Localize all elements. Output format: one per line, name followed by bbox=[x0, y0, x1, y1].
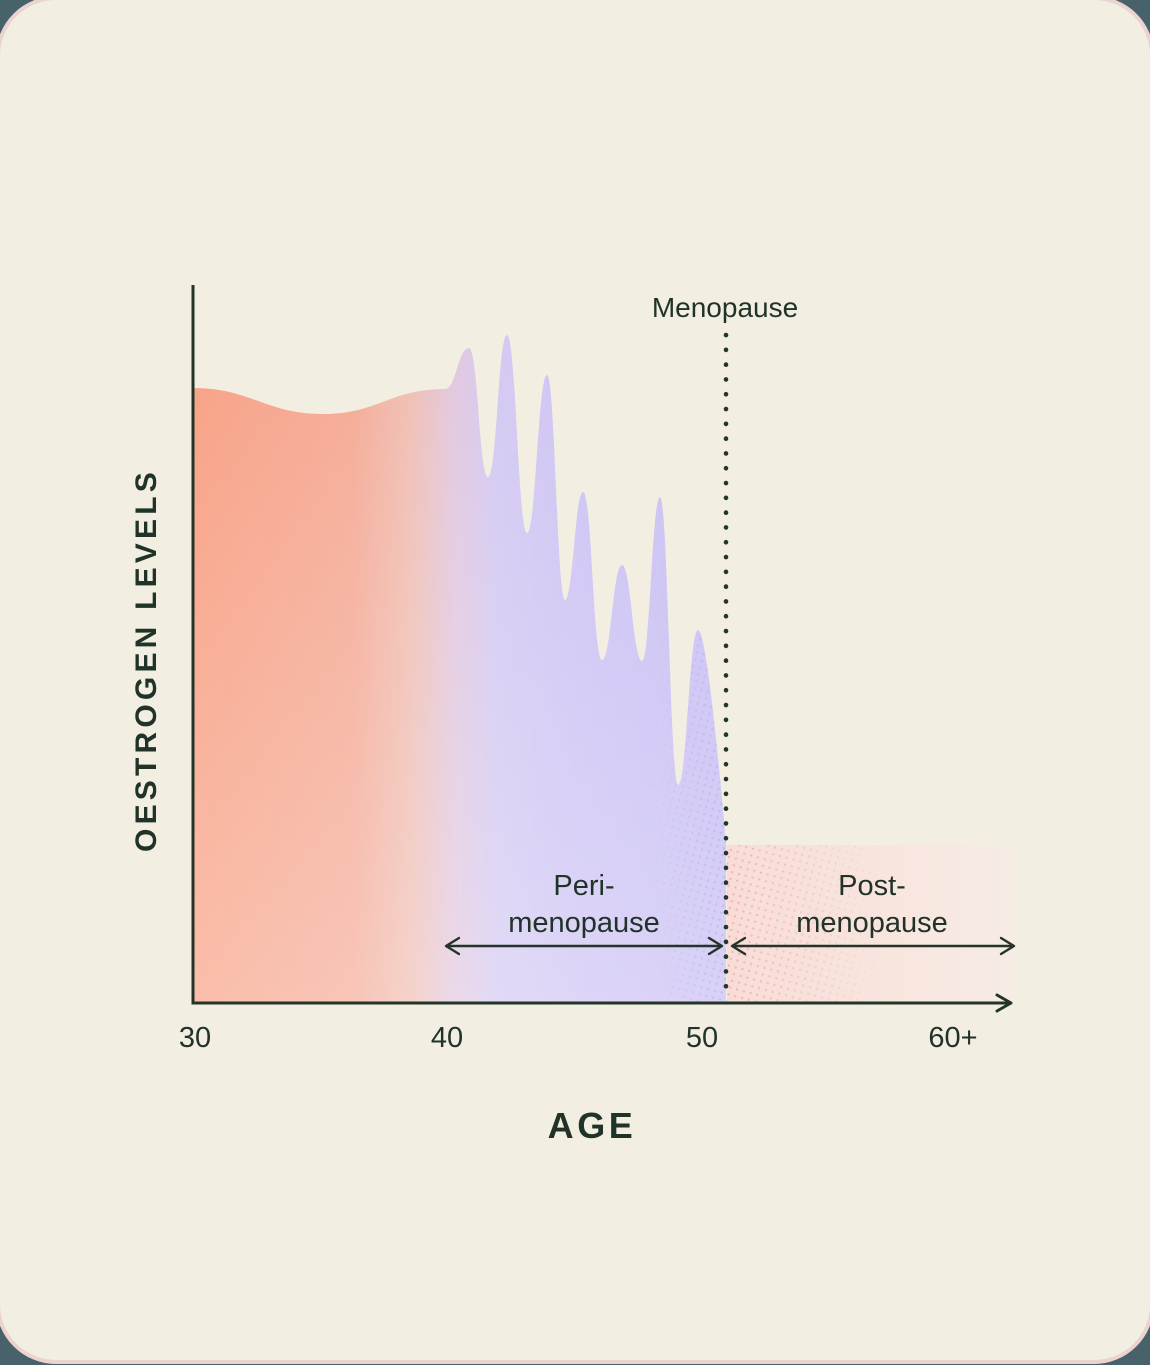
postmenopause-range-arrow bbox=[730, 936, 1016, 956]
x-tick-50: 50 bbox=[685, 1022, 719, 1054]
curve-fade-overlay bbox=[193, 335, 726, 1003]
menopause-label: Menopause bbox=[651, 292, 799, 323]
x-tick-30: 30 bbox=[178, 1022, 212, 1054]
postmenopause-label-line1: Post- bbox=[838, 870, 906, 902]
x-axis-arrowhead bbox=[995, 993, 1013, 1013]
postmenopause-label: Post- menopause bbox=[796, 868, 948, 942]
perimenopause-label-line2: menopause bbox=[508, 907, 660, 939]
x-axis-title: AGE bbox=[547, 1105, 637, 1146]
postmenopause-label-line2: menopause bbox=[796, 907, 948, 939]
perimenopause-label-line1: Peri- bbox=[553, 870, 615, 902]
postmenopause-halftone-texture bbox=[727, 845, 1015, 1003]
perimenopause-label: Peri- menopause bbox=[508, 868, 660, 942]
x-tick-40: 40 bbox=[430, 1022, 464, 1054]
x-tick-60plus: 60+ bbox=[928, 1022, 978, 1054]
perimenopause-range-arrow bbox=[444, 936, 724, 956]
y-axis-title: OESTROGEN LEVELS bbox=[130, 468, 163, 852]
